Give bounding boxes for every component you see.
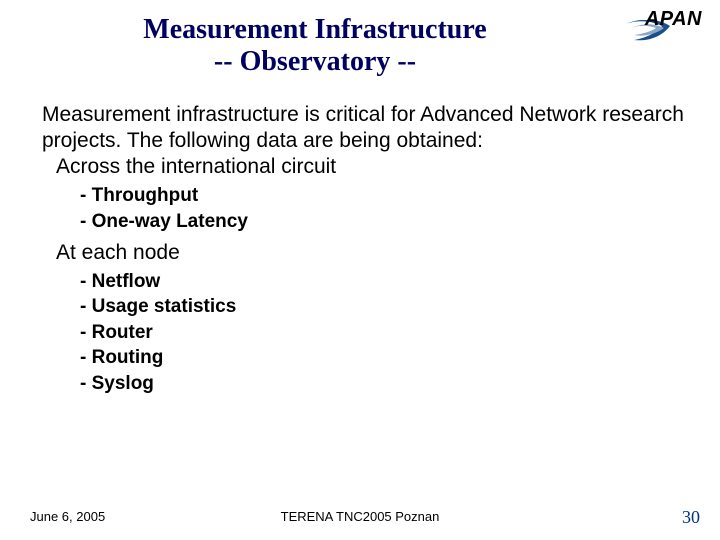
footer-venue: TERENA TNC2005 Poznan: [0, 509, 720, 524]
section-bullets-0: - Throughput - One-way Latency: [80, 183, 690, 234]
section-heading-1: At each node: [56, 241, 690, 265]
list-item: - Routing: [80, 345, 690, 371]
list-item: - Usage statistics: [80, 294, 690, 320]
slide-body: Measurement infrastructure is critical f…: [42, 102, 690, 403]
section-bullets-1: - Netflow - Usage statistics - Router - …: [80, 269, 690, 397]
title-line-1: Measurement Infrastructure: [80, 14, 550, 46]
intro-text: Measurement infrastructure is critical f…: [42, 102, 690, 153]
list-item: - Throughput: [80, 183, 690, 209]
list-item: - One-way Latency: [80, 209, 690, 235]
slide-title: Measurement Infrastructure -- Observator…: [80, 14, 550, 78]
section-heading-0: Across the international circuit: [56, 155, 690, 179]
page-number: 30: [682, 507, 700, 528]
list-item: - Router: [80, 320, 690, 346]
list-item: - Syslog: [80, 371, 690, 397]
slide: APAN Measurement Infrastructure -- Obser…: [0, 0, 720, 540]
list-item: - Netflow: [80, 269, 690, 295]
logo-apan: APAN: [624, 8, 702, 46]
logo-text: APAN: [645, 8, 702, 31]
title-line-2: -- Observatory --: [80, 46, 550, 78]
